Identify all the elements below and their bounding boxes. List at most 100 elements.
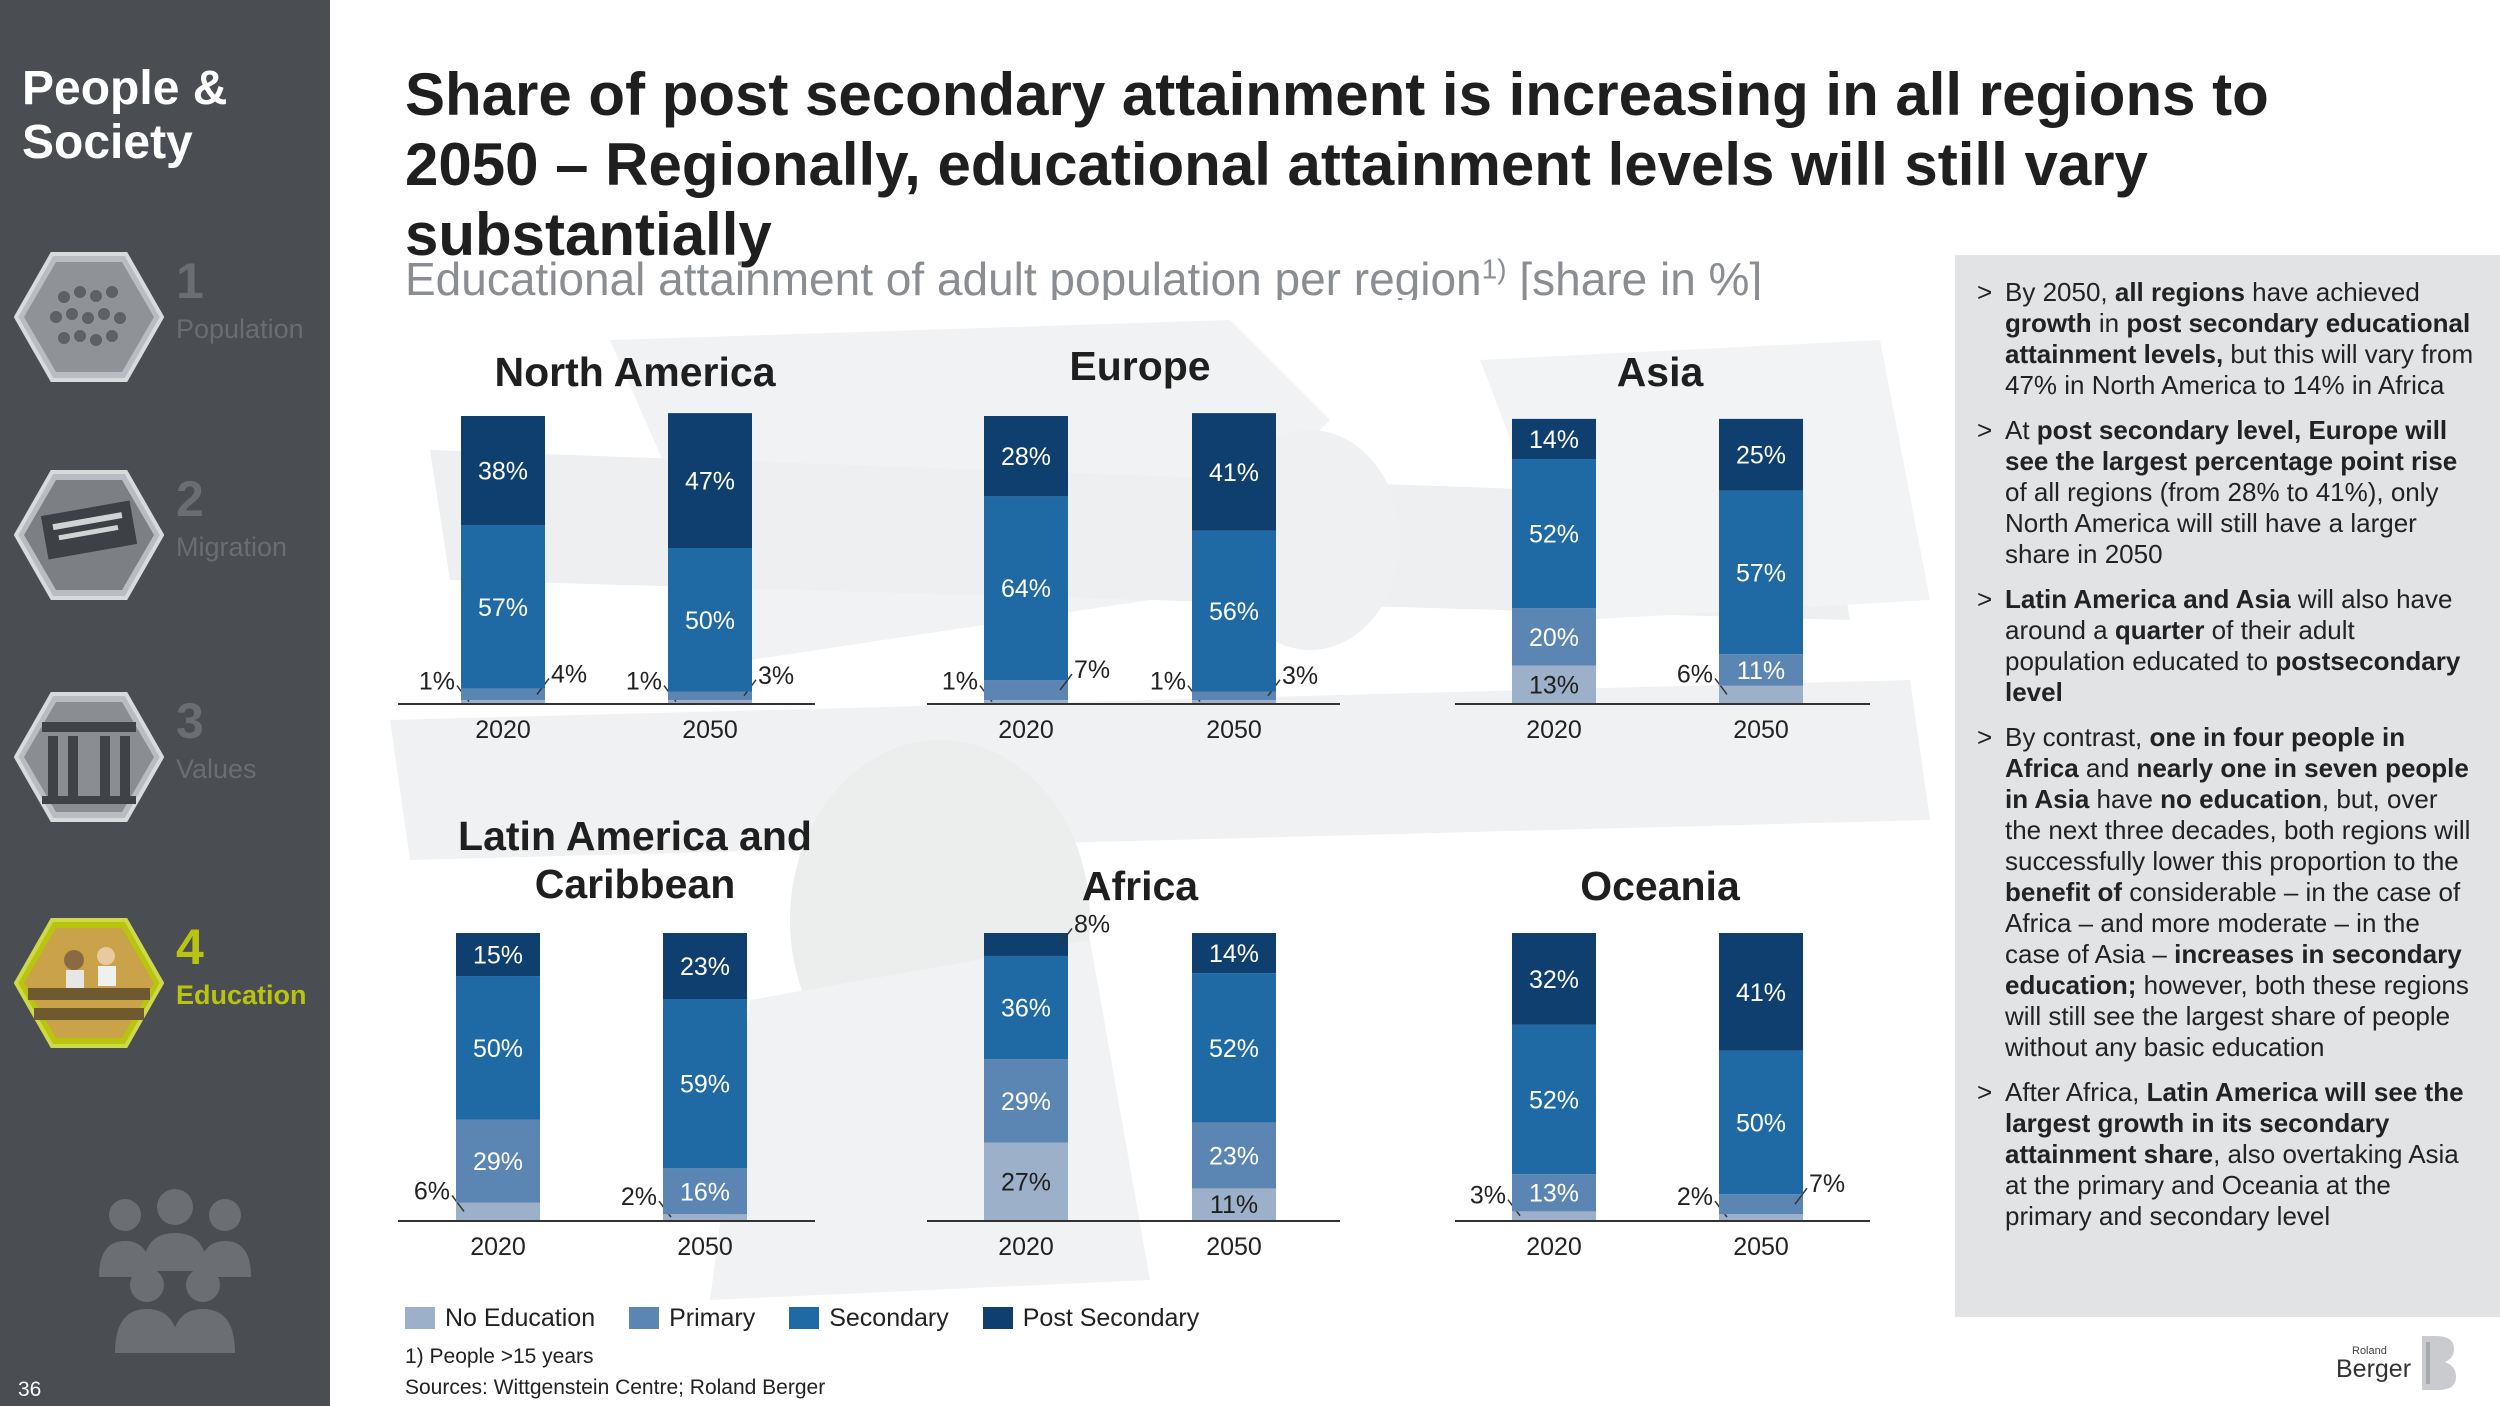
chart-title-africa: Africa xyxy=(1081,863,1199,909)
finding-text-run: in xyxy=(2091,308,2127,338)
finding-text-run: considerable – in the case of Africa – a… xyxy=(2005,877,2461,969)
bar-segment xyxy=(1719,933,1803,1051)
finding-text-run: nearly one in seven people in Asia xyxy=(2005,753,2469,814)
data-label: 50% xyxy=(473,1035,523,1063)
data-label: 1% xyxy=(419,668,455,696)
leader-line xyxy=(1059,673,1073,691)
finding-text-run: no education xyxy=(2160,784,2322,814)
data-label: 41% xyxy=(1209,459,1259,487)
data-label: 7% xyxy=(1809,1170,1845,1198)
sidebar-item-number: 3 xyxy=(176,693,204,749)
bar-segment xyxy=(1719,1214,1803,1220)
sidebar-item-education[interactable]: 4 Education xyxy=(14,918,324,1068)
data-label: 6% xyxy=(1677,660,1713,688)
bar-segment xyxy=(1192,530,1276,692)
subtitle-unit: [share in %] xyxy=(1506,253,1763,305)
stacked-bar-charts: 1% 4% 57% 38% 2020 1% 3% 50% 47% 2050 1% 7% 64% 28% 20… xyxy=(398,413,1870,1261)
bar-segment xyxy=(456,976,540,1120)
data-label: 6% xyxy=(414,1177,450,1205)
chart-subtitle: Educational attainment of adult populati… xyxy=(405,252,1762,306)
x-tick-label: 2050 xyxy=(1733,1233,1789,1261)
legend-swatch xyxy=(789,1307,820,1329)
bar-segment xyxy=(1192,413,1276,531)
data-label: 29% xyxy=(1001,1088,1051,1116)
data-label: 57% xyxy=(1736,559,1786,587)
columns-building-icon xyxy=(14,692,164,822)
sidebar-item-number: 4 xyxy=(176,919,204,975)
finding-text-run: will also have around a xyxy=(2005,584,2453,645)
x-tick-label: 2020 xyxy=(470,1233,526,1261)
bar-segment xyxy=(1512,459,1596,609)
finding-text-run: however, both these regions will still s… xyxy=(2005,970,2469,1062)
data-label: 29% xyxy=(473,1148,523,1176)
finding-item: > Latin America and Asia will also have a… xyxy=(1975,584,2480,708)
finding-text-run: quarter xyxy=(2114,615,2205,645)
leader-line xyxy=(1059,928,1073,945)
data-label: 52% xyxy=(1529,1086,1579,1114)
chart-title-north-america: North America xyxy=(494,349,776,395)
sidebar-item-migration[interactable]: 2 Migration xyxy=(14,470,324,620)
legend-item-post-secondary: Post Secondary xyxy=(982,1303,1200,1333)
bar-segment xyxy=(984,955,1068,1060)
finding-text-run: By contrast, xyxy=(2005,722,2150,752)
bar-segment xyxy=(984,933,1068,956)
data-label: 3% xyxy=(1282,662,1318,690)
bar-segment xyxy=(1512,1174,1596,1212)
finding-text-run: growth xyxy=(2005,308,2092,338)
x-tick-label: 2050 xyxy=(1206,1233,1262,1261)
finding-text-run: but this will vary from 47% in North Ame… xyxy=(2005,339,2474,400)
bar-segment xyxy=(1512,608,1596,666)
bar-segment xyxy=(1719,1194,1803,1215)
finding-text-run: post secondary level, Europe will see th… xyxy=(2005,415,2458,476)
people-group-icon xyxy=(99,1189,251,1353)
legend-label: Primary xyxy=(669,1303,756,1332)
classroom-photo-icon xyxy=(14,918,164,1048)
finding-text-run: increases in secondary education; xyxy=(2005,939,2462,1000)
data-label: 59% xyxy=(680,1071,730,1099)
legend-swatch xyxy=(982,1307,1013,1329)
roland-berger-logo-icon xyxy=(2422,1336,2456,1390)
sidebar-item-values[interactable]: 3 Values xyxy=(14,692,324,842)
bar-segment xyxy=(1192,1122,1276,1189)
data-label: 56% xyxy=(1209,598,1259,626)
bar-segment xyxy=(984,496,1068,681)
data-label: 3% xyxy=(1470,1182,1506,1210)
data-label: 52% xyxy=(1209,1035,1259,1063)
bar-segment xyxy=(456,1202,540,1220)
sidebar-item-population[interactable]: 1 Population xyxy=(14,252,324,402)
page-title: Share of post secondary attainment is in… xyxy=(405,61,2269,268)
data-label: 2% xyxy=(1677,1183,1713,1211)
chart-title-latin-america: Latin America and Caribbean xyxy=(458,813,812,907)
finding-text-run: have achieved xyxy=(2244,277,2420,307)
bar-segment xyxy=(984,1059,1068,1143)
finding-text-run: benefit of xyxy=(2005,877,2122,907)
bullet-arrow-icon: > xyxy=(1977,584,1993,614)
finding-text-run: all regions xyxy=(2114,277,2245,307)
data-label: 50% xyxy=(685,607,735,635)
data-label: 50% xyxy=(1736,1109,1786,1137)
bar-segment xyxy=(456,1119,540,1203)
finding-item: > At post secondary level, Europe will se… xyxy=(1975,415,2480,570)
bar-segment xyxy=(1512,933,1596,1025)
leader-line xyxy=(451,1194,465,1212)
data-label: 38% xyxy=(478,458,528,486)
legend-label: No Education xyxy=(445,1303,596,1332)
data-label: 11% xyxy=(1737,657,1785,685)
bar-segment xyxy=(663,1214,747,1220)
legend-label: Secondary xyxy=(829,1303,949,1332)
bar-segment xyxy=(1719,418,1803,491)
data-label: 13% xyxy=(1529,1180,1579,1208)
legend-item-no-education: No Education xyxy=(405,1304,595,1333)
bar-segment xyxy=(461,688,545,701)
bar-segment xyxy=(461,700,545,703)
bar-segment xyxy=(1512,1211,1596,1220)
footnote: 1) People >15 years xyxy=(405,1345,594,1368)
legend-label: Post Secondary xyxy=(1022,1303,1200,1332)
subtitle-footnote-mark: 1) xyxy=(1481,253,1507,285)
page-number: 36 xyxy=(18,1378,42,1401)
bar-segment xyxy=(1719,654,1803,686)
bullet-arrow-icon: > xyxy=(1977,722,1993,752)
data-label: 4% xyxy=(551,660,587,688)
bar-segment xyxy=(668,413,752,549)
crowd-photo-icon xyxy=(14,252,164,382)
